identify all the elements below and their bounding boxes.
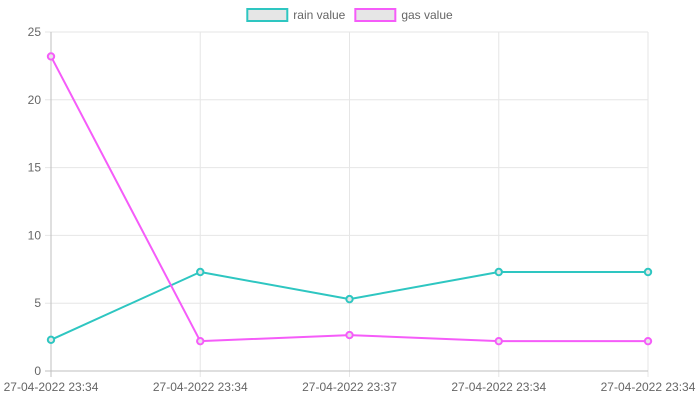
y-tick-label: 0	[34, 364, 41, 378]
x-tick-label: 27-04-2022 23:34	[153, 380, 248, 394]
data-point[interactable]	[196, 267, 205, 277]
x-tick-label: 27-04-2022 23:34	[451, 380, 546, 394]
legend-item-rain-value[interactable]: rain value	[246, 8, 346, 22]
data-point[interactable]	[494, 267, 503, 277]
data-point[interactable]	[46, 335, 56, 345]
y-tick-label: 15	[28, 161, 42, 175]
legend-label: rain value	[293, 8, 345, 22]
x-tick-label: 27-04-2022 23:34	[601, 380, 696, 394]
grid-lines	[45, 31, 649, 377]
y-tick-label: 25	[28, 25, 42, 39]
y-tick-label: 10	[28, 228, 42, 242]
legend: rain value gas value	[246, 8, 453, 22]
y-axis-ticks: 0 5 10 15 20 25	[28, 25, 42, 378]
legend-swatch	[354, 8, 397, 22]
legend-item-gas-value[interactable]: gas value	[354, 8, 453, 22]
y-tick-label: 20	[28, 93, 42, 107]
y-tick-label: 5	[34, 296, 41, 310]
x-tick-label: 27-04-2022 23:34	[4, 380, 99, 394]
data-point[interactable]	[345, 330, 354, 340]
axes	[50, 32, 648, 372]
x-tick-label: 27-04-2022 23:37	[302, 380, 397, 394]
series-rain-value	[46, 267, 653, 345]
data-point[interactable]	[643, 336, 653, 346]
data-point[interactable]	[494, 336, 503, 346]
data-point[interactable]	[345, 294, 354, 304]
series-gas-value	[46, 52, 653, 346]
series-lines	[46, 52, 653, 346]
data-point[interactable]	[46, 52, 56, 61]
x-axis-ticks: 27-04-2022 23:34 27-04-2022 23:34 27-04-20…	[4, 380, 696, 394]
legend-swatch	[246, 8, 289, 22]
data-point[interactable]	[196, 336, 205, 346]
data-point[interactable]	[643, 267, 653, 277]
legend-label: gas value	[401, 8, 453, 22]
